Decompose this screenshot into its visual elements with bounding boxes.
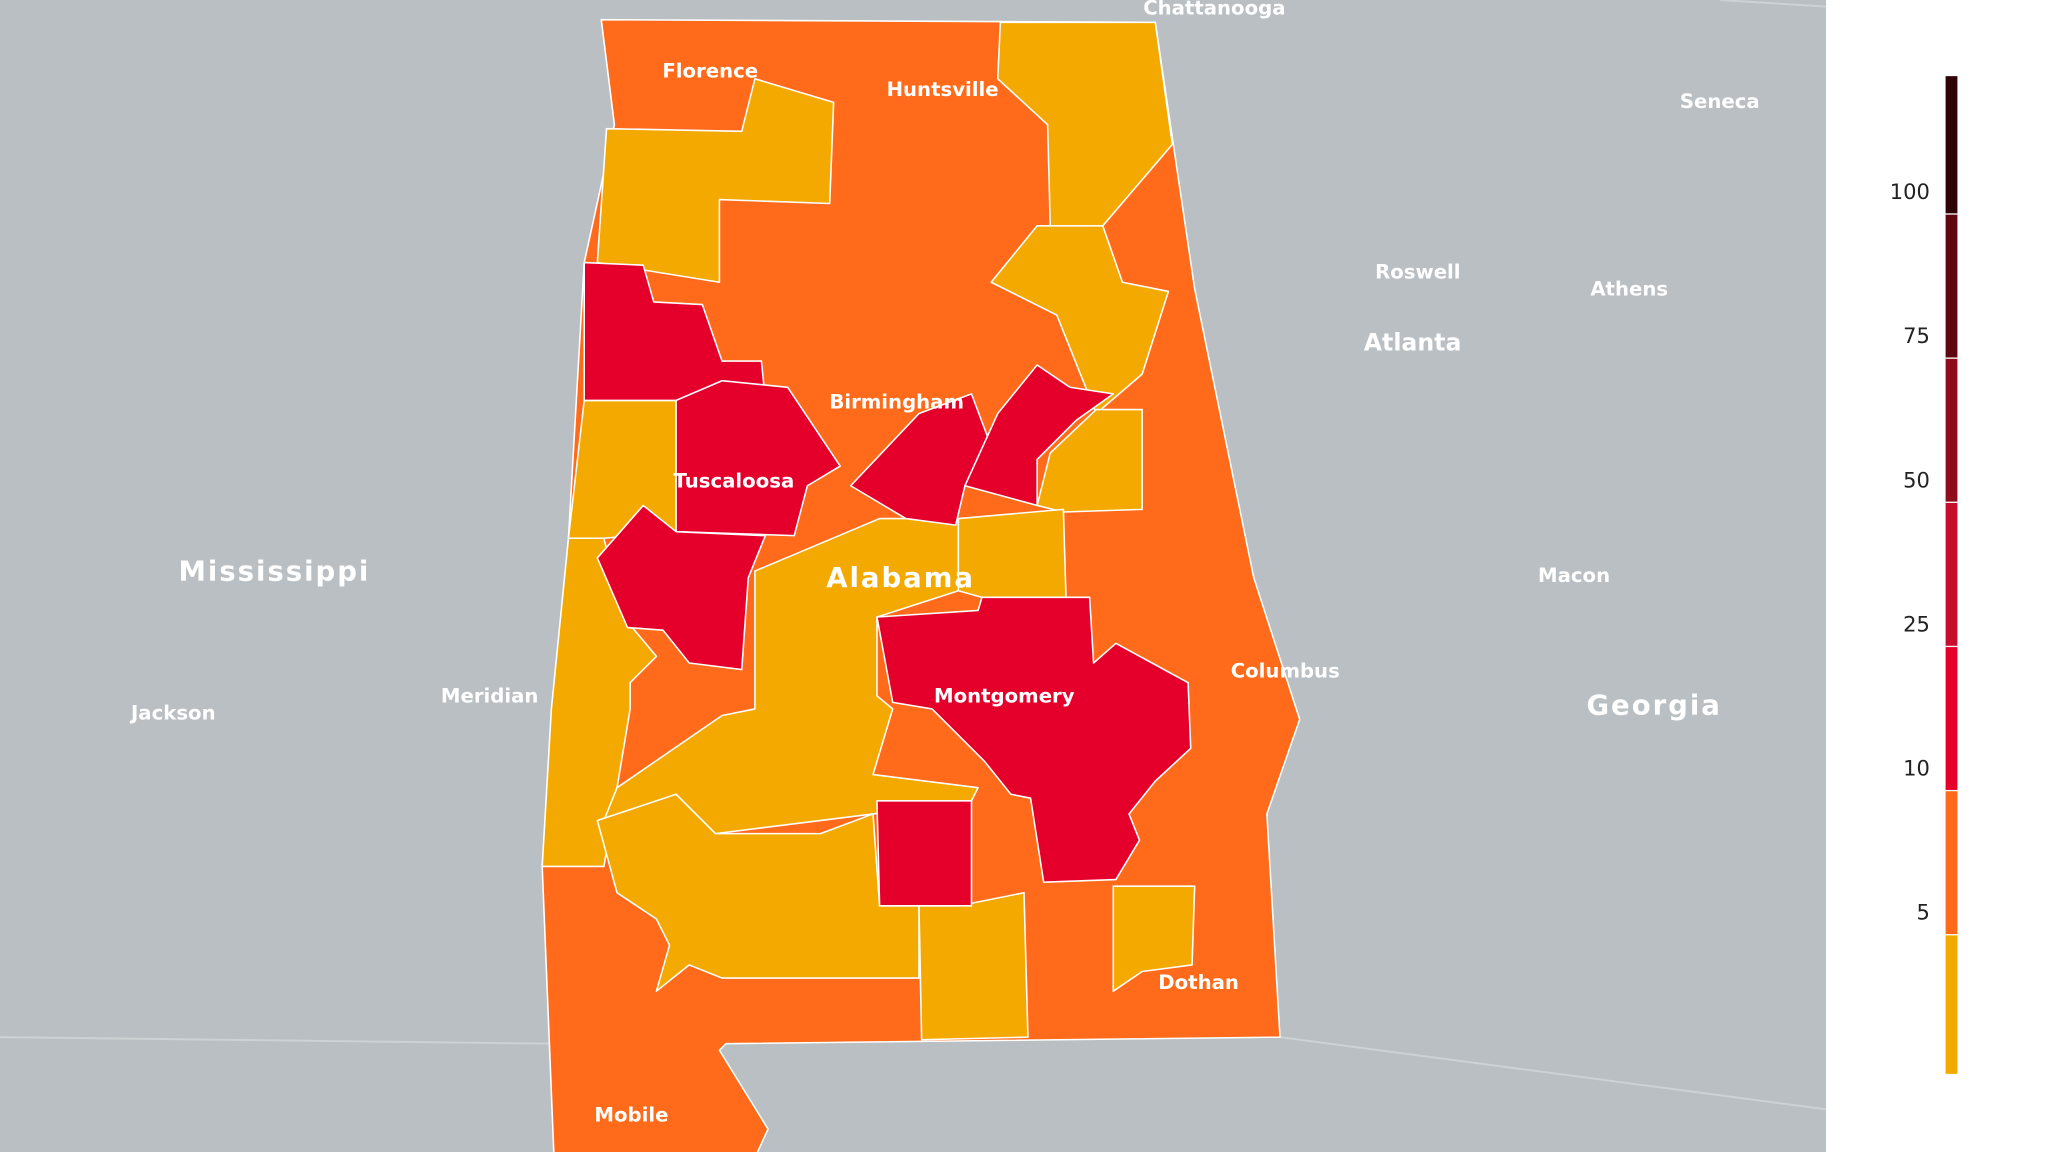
city-label: Jackson [129,702,216,725]
legend-tick-label: 50 [1903,468,1930,492]
city-label: Huntsville [887,78,999,101]
city-label: Athens [1590,278,1668,301]
legend-tick-label: 10 [1903,757,1930,781]
city-label: Dothan [1158,971,1239,994]
borders [0,0,1827,1111]
county [876,800,973,907]
alabama [541,18,1301,1152]
county [964,364,1115,507]
city-label: Chattanooga [1143,0,1285,20]
labels: Mississippi Alabama Georgia Chattanooga Flor… [129,0,1760,1126]
legend-swatch [1945,934,1958,1074]
state-label: Alabama [826,562,975,594]
county [876,596,1192,884]
county [567,399,677,540]
city-label: Atlanta [1364,328,1462,356]
legend-tick-label: 75 [1903,324,1930,348]
county [596,504,767,671]
county [596,793,920,992]
county [990,225,1170,415]
state-label: Mississippi [178,555,370,587]
legend: 5 10 25 50 75 100 [1890,76,1958,1074]
city-label: Florence [662,60,758,83]
county [1112,885,1196,992]
low-counties [541,21,1196,1041]
city-label: Macon [1538,564,1610,587]
legend-swatch [1945,646,1958,791]
legend-swatch [1945,358,1958,503]
county [583,261,765,402]
city-label: Montgomery [934,685,1075,708]
legend-panel [1826,0,2048,1152]
legend-tick-label: 5 [1916,901,1929,925]
county [918,891,1029,1041]
legend-swatch [1945,213,1958,359]
legend-swatch [1945,76,1958,214]
legend-swatch [1945,502,1958,647]
state-label: Georgia [1586,689,1721,721]
legend-tick-label: 25 [1903,612,1930,636]
city-label: Columbus [1231,660,1340,683]
city-label: Seneca [1680,90,1760,113]
city-label: Birmingham [829,391,964,414]
legend-swatch [1945,790,1958,935]
city-label: Tuscaloosa [673,469,794,492]
city-label: Meridian [441,685,539,708]
legend-tick-label: 100 [1890,180,1930,204]
city-label: Mobile [594,1103,668,1126]
high-counties [583,261,1192,907]
city-label: Roswell [1375,261,1460,284]
